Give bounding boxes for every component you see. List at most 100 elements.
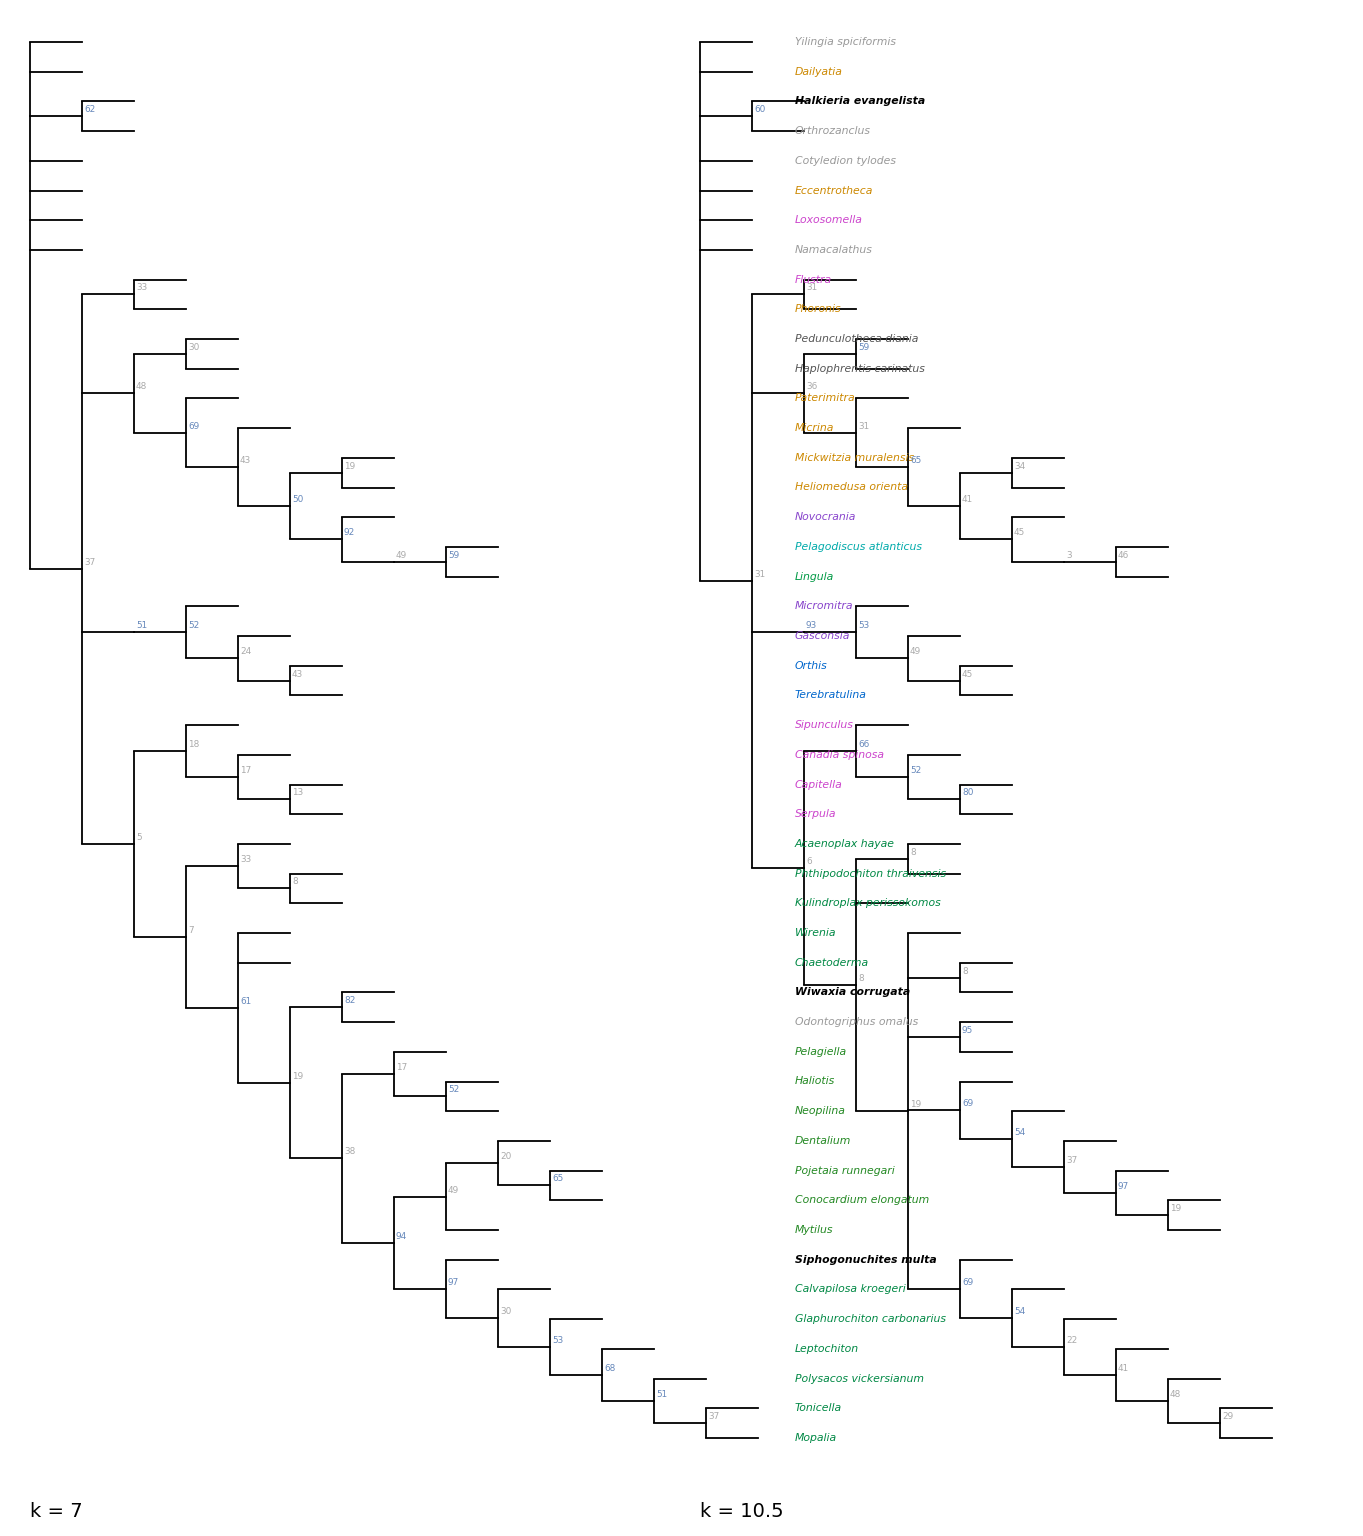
Text: 24: 24 bbox=[240, 647, 251, 656]
Text: Orthis: Orthis bbox=[795, 660, 827, 671]
Text: Mytilus: Mytilus bbox=[795, 1226, 834, 1235]
Text: 97: 97 bbox=[1118, 1181, 1130, 1190]
Text: Paterimitra: Paterimitra bbox=[795, 393, 856, 404]
Text: 41: 41 bbox=[962, 495, 973, 504]
Text: 65: 65 bbox=[910, 456, 921, 465]
Text: 49: 49 bbox=[448, 1186, 459, 1195]
Text: 17: 17 bbox=[240, 766, 251, 776]
Text: 59: 59 bbox=[857, 343, 870, 352]
Text: 8: 8 bbox=[962, 966, 968, 975]
Text: Glaphurochiton carbonarius: Glaphurochiton carbonarius bbox=[795, 1315, 946, 1324]
Text: 19: 19 bbox=[1169, 1204, 1182, 1213]
Text: 6: 6 bbox=[806, 857, 811, 866]
Text: 3: 3 bbox=[1066, 551, 1071, 559]
Text: Cotyledion tylodes: Cotyledion tylodes bbox=[795, 155, 895, 166]
Text: 37: 37 bbox=[707, 1412, 720, 1421]
Text: Polysacos vickersianum: Polysacos vickersianum bbox=[795, 1373, 924, 1384]
Text: 31: 31 bbox=[754, 570, 765, 579]
Text: 52: 52 bbox=[448, 1086, 459, 1094]
Text: Novocrania: Novocrania bbox=[795, 511, 856, 522]
Text: Conocardium elongatum: Conocardium elongatum bbox=[795, 1195, 930, 1206]
Text: Lingula: Lingula bbox=[795, 571, 834, 582]
Text: 37: 37 bbox=[1066, 1157, 1077, 1164]
Text: Acaenoplax hayae: Acaenoplax hayae bbox=[795, 839, 895, 849]
Text: 48: 48 bbox=[136, 382, 147, 392]
Text: 52: 52 bbox=[910, 766, 921, 776]
Text: 33: 33 bbox=[240, 856, 251, 865]
Text: 97: 97 bbox=[448, 1278, 459, 1287]
Text: 51: 51 bbox=[136, 621, 147, 630]
Text: Wiwaxia corrugata: Wiwaxia corrugata bbox=[795, 988, 910, 997]
Text: Haliotis: Haliotis bbox=[795, 1077, 836, 1086]
Text: 38: 38 bbox=[343, 1147, 356, 1157]
Text: 60: 60 bbox=[754, 106, 765, 114]
Text: Sipunculus: Sipunculus bbox=[795, 720, 853, 730]
Text: 69: 69 bbox=[962, 1100, 973, 1109]
Text: 59: 59 bbox=[448, 551, 459, 559]
Text: 37: 37 bbox=[85, 558, 95, 567]
Text: Gasconsia: Gasconsia bbox=[795, 631, 851, 641]
Text: 46: 46 bbox=[1118, 551, 1130, 559]
Text: 93: 93 bbox=[806, 621, 818, 630]
Text: Mickwitzia muralensis: Mickwitzia muralensis bbox=[795, 453, 915, 462]
Text: 19: 19 bbox=[343, 462, 356, 470]
Text: 45: 45 bbox=[962, 670, 973, 679]
Text: 80: 80 bbox=[962, 788, 973, 797]
Text: 43: 43 bbox=[292, 670, 303, 679]
Text: 19: 19 bbox=[910, 1100, 921, 1109]
Text: 43: 43 bbox=[240, 456, 251, 465]
Text: 54: 54 bbox=[1014, 1127, 1025, 1137]
Text: 65: 65 bbox=[552, 1175, 563, 1183]
Text: 82: 82 bbox=[343, 997, 356, 1005]
Text: Yilingia spiciformis: Yilingia spiciformis bbox=[795, 37, 895, 48]
Text: 51: 51 bbox=[656, 1390, 668, 1399]
Text: Phoronis: Phoronis bbox=[795, 304, 841, 315]
Text: Kulindroplax perissokomos: Kulindroplax perissokomos bbox=[795, 899, 940, 908]
Text: Flustra: Flustra bbox=[795, 275, 833, 284]
Text: Chaetoderma: Chaetoderma bbox=[795, 958, 870, 968]
Text: 20: 20 bbox=[500, 1152, 511, 1161]
Text: 30: 30 bbox=[500, 1307, 511, 1316]
Text: 53: 53 bbox=[857, 621, 870, 630]
Text: Dentalium: Dentalium bbox=[795, 1137, 852, 1146]
Text: Pojetaia runnegari: Pojetaia runnegari bbox=[795, 1166, 894, 1175]
Text: 36: 36 bbox=[806, 382, 818, 392]
Text: Calvapilosa kroegeri: Calvapilosa kroegeri bbox=[795, 1284, 906, 1295]
Text: Micromitra: Micromitra bbox=[795, 601, 853, 611]
Text: 30: 30 bbox=[188, 343, 199, 352]
Text: 41: 41 bbox=[1118, 1364, 1130, 1373]
Text: Serpula: Serpula bbox=[795, 809, 837, 819]
Text: 92: 92 bbox=[343, 528, 356, 538]
Text: Pelagiella: Pelagiella bbox=[795, 1048, 848, 1057]
Text: Eccentrotheca: Eccentrotheca bbox=[795, 186, 874, 195]
Text: 49: 49 bbox=[397, 551, 408, 559]
Text: 31: 31 bbox=[857, 422, 870, 430]
Text: 33: 33 bbox=[136, 284, 147, 292]
Text: 48: 48 bbox=[1169, 1390, 1182, 1399]
Text: Namacalathus: Namacalathus bbox=[795, 244, 872, 255]
Text: Pelagodiscus atlanticus: Pelagodiscus atlanticus bbox=[795, 542, 921, 551]
Text: 66: 66 bbox=[857, 740, 870, 750]
Text: 17: 17 bbox=[397, 1063, 408, 1072]
Text: Halkieria evangelista: Halkieria evangelista bbox=[795, 97, 925, 106]
Text: Micrina: Micrina bbox=[795, 422, 834, 433]
Text: 22: 22 bbox=[1066, 1336, 1077, 1346]
Text: Pedunculotheca diania: Pedunculotheca diania bbox=[795, 333, 919, 344]
Text: Heliomedusa orienta: Heliomedusa orienta bbox=[795, 482, 908, 493]
Text: k = 10.5: k = 10.5 bbox=[701, 1502, 784, 1521]
Text: Terebratulina: Terebratulina bbox=[795, 690, 867, 700]
Text: 8: 8 bbox=[910, 848, 916, 857]
Text: Wirenia: Wirenia bbox=[795, 928, 837, 938]
Text: 34: 34 bbox=[1014, 462, 1025, 470]
Text: Canadia spinosa: Canadia spinosa bbox=[795, 750, 885, 760]
Text: 29: 29 bbox=[1223, 1412, 1234, 1421]
Text: 61: 61 bbox=[240, 997, 251, 1006]
Text: Orthrozanclus: Orthrozanclus bbox=[795, 126, 871, 137]
Text: 49: 49 bbox=[910, 647, 921, 656]
Text: 8: 8 bbox=[857, 974, 864, 983]
Text: 31: 31 bbox=[806, 284, 818, 292]
Text: 95: 95 bbox=[962, 1026, 973, 1035]
Text: Loxosomella: Loxosomella bbox=[795, 215, 863, 226]
Text: 54: 54 bbox=[1014, 1307, 1025, 1316]
Text: k = 7: k = 7 bbox=[30, 1502, 83, 1521]
